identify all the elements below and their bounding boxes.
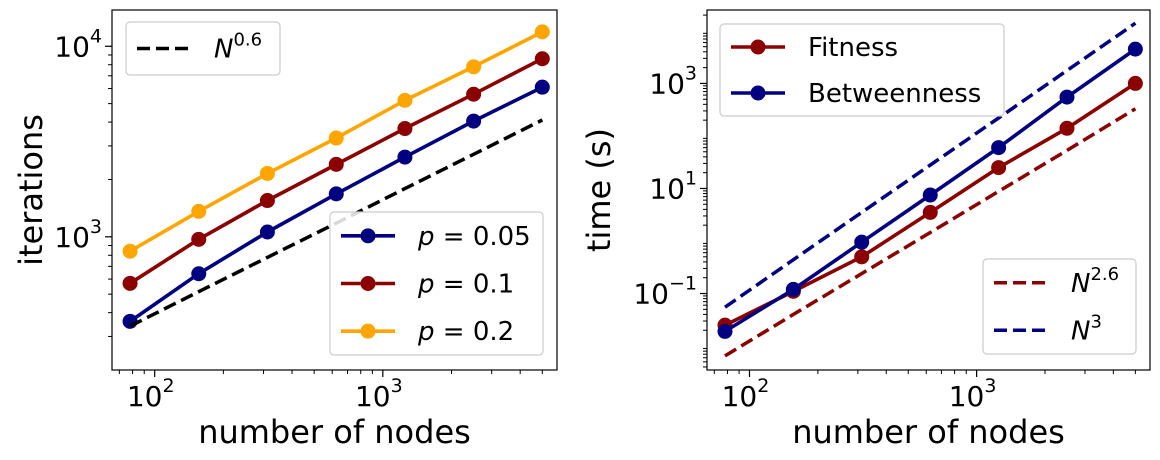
x-tick-label: 102 — [127, 375, 175, 413]
legend-label: p = 0.05 — [417, 222, 531, 252]
legend-box — [329, 211, 544, 356]
data-point — [122, 313, 138, 329]
legend-label: p = 0.1 — [417, 270, 514, 300]
y-tick-label: 101 — [649, 167, 697, 205]
data-point — [259, 224, 275, 240]
x-axis-label: number of nodes — [198, 413, 471, 451]
y-tick-label: 104 — [54, 25, 102, 63]
data-point — [328, 156, 344, 172]
data-point — [466, 113, 482, 129]
data-point — [259, 165, 275, 181]
data-point — [1127, 41, 1143, 57]
data-point — [259, 193, 275, 209]
data-point — [922, 187, 938, 203]
data-point — [328, 130, 344, 146]
data-point — [397, 149, 413, 165]
data-point — [122, 275, 138, 291]
x-tick-label: 102 — [722, 375, 770, 413]
x-tick-label: 103 — [355, 375, 403, 413]
legend-label: N2.6 — [1071, 264, 1119, 299]
data-point — [991, 140, 1007, 156]
data-point — [854, 234, 870, 250]
legend-marker — [360, 323, 376, 339]
data-point — [328, 186, 344, 202]
data-point — [534, 51, 550, 67]
series-line-n-2-6 — [724, 107, 1137, 358]
y-tick-label: 10−1 — [633, 273, 697, 311]
data-point — [191, 231, 207, 247]
data-point — [191, 203, 207, 219]
legend-label: Fitness — [808, 33, 898, 63]
legend-bottom-right: p = 0.05 p = 0.1 p = 0.2 — [329, 211, 544, 356]
data-point — [466, 59, 482, 75]
legend-marker — [750, 85, 766, 101]
legend-marker — [360, 228, 376, 244]
y-axis-label: iterations — [12, 114, 50, 266]
legend-top-left: Fitness Betweenness — [719, 23, 1005, 117]
legend-box — [719, 23, 1005, 117]
data-point — [922, 204, 938, 220]
data-point — [1127, 75, 1143, 91]
legend-marker — [360, 276, 376, 291]
legend-box — [125, 21, 281, 76]
data-point — [785, 281, 801, 297]
data-point — [534, 24, 550, 40]
data-point — [397, 92, 413, 108]
legend-label: Betweenness — [808, 79, 981, 109]
data-point — [1059, 120, 1075, 136]
x-axis-label: number of nodes — [792, 413, 1065, 451]
legend-top-left: N0.6 — [125, 21, 281, 76]
data-point — [122, 243, 138, 259]
data-point — [854, 249, 870, 265]
legend-label: N0.6 — [214, 30, 262, 65]
legend-bottom-right: N2.6 N3 — [982, 258, 1137, 355]
y-axis-label: time (s) — [580, 128, 618, 252]
legend-label: N3 — [1071, 311, 1102, 346]
data-point — [717, 323, 733, 339]
data-point — [466, 86, 482, 102]
data-point — [191, 266, 207, 282]
data-point — [1059, 89, 1075, 105]
plot-frame — [706, 9, 1151, 371]
data-point — [397, 121, 413, 137]
y-tick-label: 103 — [54, 216, 102, 254]
y-tick-label: 103 — [649, 62, 697, 100]
data-point — [534, 79, 550, 95]
legend-marker — [750, 39, 766, 55]
legend-label: p = 0.2 — [417, 317, 514, 347]
plot-frame — [111, 9, 558, 371]
series-line-n-3 — [724, 21, 1137, 309]
data-point — [991, 160, 1007, 176]
iterations-chart: 102 103 103 104 number of nodes iterations N0.… — [12, 9, 558, 451]
x-tick-label: 103 — [949, 375, 997, 413]
